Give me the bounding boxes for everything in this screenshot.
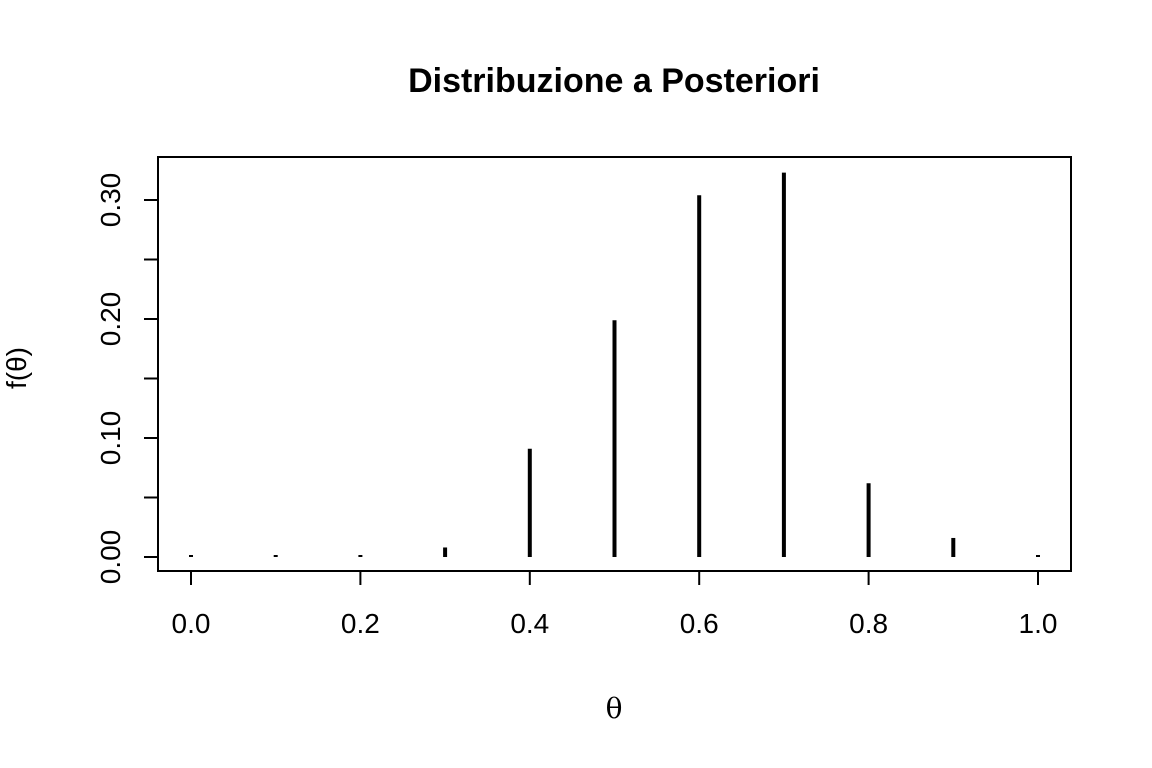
chart-title: Distribuzione a Posteriori xyxy=(408,62,820,100)
x-tick-label: 0.0 xyxy=(172,608,211,639)
x-axis: 0.0 0.2 0.4 0.6 0.8 1.0 xyxy=(172,571,1058,639)
y-axis-label: f(θ) xyxy=(1,347,32,389)
y-tick-label: 0.00 xyxy=(95,530,126,585)
x-tick-label: 0.8 xyxy=(849,608,888,639)
x-tick-label: 0.6 xyxy=(680,608,719,639)
y-tick-label: 0.20 xyxy=(95,292,126,347)
y-axis: 0.00 0.10 0.20 0.30 xyxy=(95,173,158,585)
plot-frame xyxy=(157,156,1072,572)
y-tick-label: 0.10 xyxy=(95,411,126,466)
x-tick-label: 1.0 xyxy=(1019,608,1058,639)
x-axis-label: θ xyxy=(606,692,623,725)
x-tick-label: 0.4 xyxy=(510,608,549,639)
spike-series xyxy=(189,172,1040,557)
y-tick-label: 0.30 xyxy=(95,173,126,228)
x-tick-label: 0.2 xyxy=(341,608,380,639)
